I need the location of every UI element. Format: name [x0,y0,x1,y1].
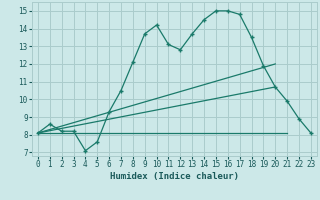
X-axis label: Humidex (Indice chaleur): Humidex (Indice chaleur) [110,172,239,181]
